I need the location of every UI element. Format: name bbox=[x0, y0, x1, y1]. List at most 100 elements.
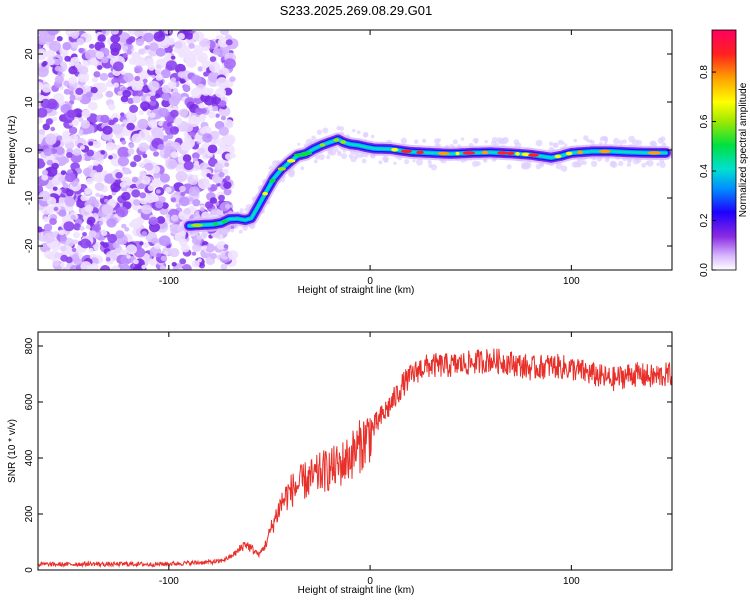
ridge-halo bbox=[361, 158, 367, 164]
noise-speckle bbox=[97, 34, 106, 42]
noise-speckle bbox=[167, 81, 177, 89]
ridge-halo bbox=[659, 162, 666, 168]
snr-x-ticks: -100 0 100 bbox=[159, 332, 580, 587]
noise-speckle bbox=[128, 36, 136, 43]
noise-speckle bbox=[85, 91, 93, 98]
noise-speckle bbox=[151, 237, 159, 245]
noise-speckle bbox=[161, 92, 170, 101]
noise-speckle bbox=[200, 93, 211, 103]
ridge-hotspot bbox=[277, 167, 286, 171]
ridge-halo bbox=[659, 136, 666, 142]
colorbar: 0.0 0.2 0.4 0.6 0.8 Normalized spectral ampl… bbox=[699, 29, 749, 277]
noise-speckle bbox=[38, 185, 44, 192]
noise-speckle bbox=[170, 55, 176, 60]
noise-speckle bbox=[45, 134, 57, 146]
noise-speckle bbox=[138, 142, 149, 152]
noise-speckle bbox=[110, 34, 121, 44]
noise-speckle bbox=[132, 55, 144, 66]
noise-speckle bbox=[81, 109, 91, 119]
noise-speckle bbox=[155, 68, 163, 75]
noise-speckle bbox=[138, 48, 146, 55]
ridge-halo bbox=[318, 154, 325, 160]
noise-speckle bbox=[171, 262, 177, 267]
noise-speckle bbox=[90, 257, 99, 265]
ridge-halo bbox=[362, 132, 369, 138]
noise-speckle bbox=[149, 42, 159, 51]
noise-speckle bbox=[190, 115, 197, 121]
noise-speckle bbox=[218, 100, 227, 107]
ridge-halo bbox=[656, 162, 660, 167]
noise-speckle bbox=[134, 75, 141, 82]
noise-speckle bbox=[197, 108, 203, 113]
noise-speckle bbox=[63, 80, 70, 86]
colorbar-tick-label: 0.0 bbox=[699, 263, 710, 277]
noise-speckle bbox=[151, 178, 162, 188]
noise-speckles bbox=[38, 30, 239, 270]
noise-speckle bbox=[66, 189, 74, 197]
ridge-halo bbox=[618, 160, 624, 167]
ridge-halo bbox=[636, 139, 642, 146]
noise-speckle bbox=[58, 197, 64, 202]
noise-speckle bbox=[144, 45, 150, 50]
noise-speckle bbox=[53, 58, 61, 66]
ridge-halo bbox=[288, 170, 295, 178]
ridge-halo bbox=[400, 137, 408, 144]
noise-speckle bbox=[89, 196, 97, 203]
noise-speckle bbox=[212, 96, 222, 105]
noise-speckle bbox=[206, 173, 211, 178]
noise-speckle bbox=[189, 197, 194, 202]
noise-speckle bbox=[73, 231, 80, 239]
colorbar-tick-label: 0.2 bbox=[699, 213, 710, 227]
noise-speckle bbox=[148, 119, 158, 129]
noise-speckle bbox=[150, 95, 157, 102]
noise-speckle bbox=[194, 160, 200, 166]
noise-speckle bbox=[137, 118, 149, 130]
noise-speckle bbox=[147, 184, 155, 192]
noise-speckle bbox=[179, 258, 187, 265]
noise-speckle bbox=[126, 50, 132, 55]
ridge-halo bbox=[590, 139, 595, 145]
noise-speckle bbox=[66, 109, 77, 119]
noise-speckle bbox=[40, 98, 51, 109]
noise-speckle bbox=[149, 100, 157, 106]
noise-speckle bbox=[138, 183, 145, 190]
ridge-halo bbox=[452, 139, 458, 145]
noise-speckle bbox=[177, 33, 185, 40]
noise-speckle bbox=[145, 145, 150, 150]
noise-speckle bbox=[64, 195, 75, 205]
noise-speckle bbox=[85, 240, 92, 246]
ridge-hotspot bbox=[191, 223, 203, 228]
ridge-halo bbox=[370, 134, 375, 139]
noise-speckle bbox=[209, 184, 218, 192]
noise-speckle bbox=[62, 181, 67, 186]
noise-speckle bbox=[182, 154, 192, 163]
noise-speckle bbox=[223, 119, 234, 129]
noise-speckle bbox=[119, 181, 127, 188]
noise-speckle bbox=[191, 260, 200, 268]
noise-speckle bbox=[46, 159, 54, 166]
noise-speckle bbox=[192, 152, 200, 160]
noise-speckle bbox=[147, 258, 154, 264]
noise-speckle bbox=[49, 40, 61, 52]
noise-speckle bbox=[157, 144, 165, 151]
noise-speckle bbox=[93, 71, 101, 78]
ridge-halo bbox=[311, 135, 316, 141]
noise-speckle bbox=[205, 243, 216, 253]
noise-speckle bbox=[52, 186, 58, 191]
noise-speckle bbox=[209, 56, 217, 62]
ridge-halo bbox=[484, 140, 488, 144]
noise-speckle bbox=[45, 118, 53, 125]
noise-speckle bbox=[136, 84, 143, 91]
noise-speckle bbox=[42, 60, 48, 66]
noise-speckle bbox=[59, 235, 68, 242]
noise-speckle bbox=[201, 66, 207, 71]
ridge-halo bbox=[573, 138, 577, 143]
noise-speckle bbox=[155, 201, 164, 209]
ridge-halo bbox=[352, 128, 356, 133]
noise-speckle bbox=[192, 199, 201, 207]
noise-speckle bbox=[80, 145, 85, 150]
noise-speckle bbox=[161, 99, 171, 108]
noise-speckle bbox=[179, 185, 186, 192]
noise-speckle bbox=[100, 241, 105, 246]
noise-speckle bbox=[112, 117, 119, 123]
